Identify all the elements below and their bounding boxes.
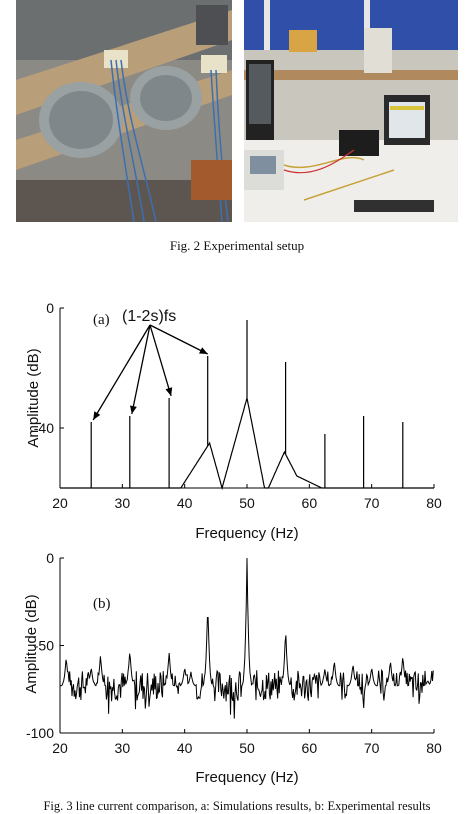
chart-a-annotation-arrows (92, 324, 209, 421)
laptop-oscilloscope-icon (244, 0, 458, 222)
b-x-tick-label: 80 (426, 740, 442, 756)
chart-b-series-line (59, 557, 434, 719)
a-y-tick-label: -40 (34, 420, 54, 436)
b-x-tick-label: 40 (177, 740, 193, 756)
chart-b-x-tick-labels: 20 30 40 50 60 70 80 (52, 740, 442, 756)
a-x-tick-label: 50 (239, 495, 255, 511)
chart-b-panel-label: (b) (93, 596, 111, 612)
chart-a-annotation-arrow (131, 324, 151, 415)
motors-test-bench-icon (16, 0, 232, 222)
chart-a-annotation-arrow (149, 324, 172, 397)
figure-3-caption: Fig. 3 line current comparison, a: Simul… (43, 799, 431, 813)
instrumentation-photo (244, 0, 458, 222)
chart-b-y-axis-label: Amplitude (dB) (23, 594, 40, 693)
chart-a-y-tick-labels: 0 -40 (34, 300, 54, 436)
a-x-tick-label: 80 (426, 495, 442, 511)
chart-a-arrowhead (199, 347, 208, 354)
a-x-tick-label: 60 (302, 495, 318, 511)
chart-b-x-axis-label: Frequency (Hz) (195, 769, 298, 786)
chart-a-y-axis-label: Amplitude (dB) (25, 348, 42, 447)
b-x-tick-label: 70 (364, 740, 380, 756)
chart-a-arrowhead (165, 387, 173, 396)
spectrum-chart-experimental: 20 30 40 50 60 70 80 0 -50 -100 (b) Frequency (H… (23, 550, 442, 786)
spectrum-chart-simulation: 20 30 40 50 60 70 80 0 -40 (a) (1-2s)fs Frequen… (25, 300, 442, 542)
chart-a-arrowhead (130, 405, 137, 414)
b-y-tick-label: -50 (34, 638, 54, 654)
a-x-tick-label: 20 (52, 495, 68, 511)
b-x-tick-label: 30 (115, 740, 131, 756)
chart-a-panel-label: (a) (93, 312, 110, 328)
chart-b-y-tick-labels: 0 -50 -100 (26, 550, 54, 741)
chart-a-annotation-arrow (149, 324, 209, 355)
figure-2-caption: Fig. 2 Experimental setup (169, 238, 305, 253)
b-y-tick-label: -100 (26, 725, 54, 741)
b-x-tick-label: 60 (302, 740, 318, 756)
a-x-tick-label: 70 (364, 495, 380, 511)
chart-b-axes (59, 557, 435, 734)
b-x-tick-label: 50 (239, 740, 255, 756)
b-y-tick-label: 0 (46, 550, 54, 566)
b-x-tick-label: 20 (52, 740, 68, 756)
motor-bench-photo (16, 0, 232, 222)
chart-a-arrowhead (93, 411, 101, 420)
chart-a-annotation-arrow (92, 324, 151, 421)
a-y-tick-label: 0 (46, 300, 54, 316)
chart-a-x-axis-label: Frequency (Hz) (195, 525, 298, 542)
a-x-tick-label: 40 (177, 495, 193, 511)
chart-a-annotation: (1-2s)fs (122, 308, 176, 325)
chart-a-x-tick-labels: 20 30 40 50 60 70 80 (52, 495, 442, 511)
a-x-tick-label: 30 (115, 495, 131, 511)
chart-a-series-line (60, 320, 434, 491)
